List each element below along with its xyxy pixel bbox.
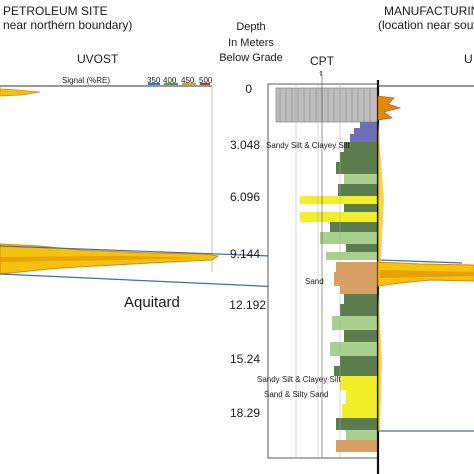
- soil-label-upper-silt: Sandy Silt & Clayey Silt: [266, 141, 350, 150]
- right-uvost-lower-trace: [378, 286, 382, 432]
- cpt-soil-layer: [344, 330, 378, 342]
- cpt-soil-layer: [354, 128, 378, 134]
- depth-title-line-3: Below Grade: [219, 52, 283, 64]
- cpt-soil-layer: [346, 244, 378, 252]
- cpt-soil-layer: [350, 134, 378, 142]
- depth-tick-1524: 15.24: [229, 352, 260, 366]
- cpt-soil-layer: [344, 174, 378, 184]
- cpt-soil-layer: [300, 196, 378, 204]
- right-site-subtitle: (location near southe: [378, 18, 474, 32]
- left-uvost-response-core: [0, 256, 200, 262]
- wavelength-500: 500: [199, 76, 213, 85]
- cpt-soil-layer: [334, 366, 378, 376]
- cpt-soil-layer: [320, 232, 378, 244]
- cpt-soil-layer: [326, 252, 378, 260]
- cpt-soil-layer: [340, 152, 378, 162]
- cpt-soil-layer: [330, 342, 378, 356]
- cpt-soil-layer: [332, 316, 378, 330]
- left-site-title: PETROLEUM SITE: [3, 4, 108, 18]
- signal-axis-label: Signal (%RE): [62, 76, 111, 85]
- depth-tick-1829: 18.29: [229, 406, 260, 420]
- cpt-soil-layer: [336, 440, 378, 452]
- cpt-soil-layer: [344, 204, 378, 212]
- cpt-soil-layer: [346, 390, 378, 404]
- cpt-soil-layer: [330, 222, 378, 232]
- cpt-soil-layer: [334, 272, 378, 286]
- cpt-soil-layer: [336, 262, 378, 272]
- cpt-soil-layer: [340, 286, 378, 294]
- cpt-soil-layer: [344, 142, 378, 152]
- right-panel-label: U: [464, 52, 473, 66]
- right-site-title: MANUFACTURIN: [384, 4, 474, 18]
- wavelength-450: 450: [181, 76, 195, 85]
- depth-title-line-2: In Meters: [228, 37, 274, 49]
- aquitard-label: Aquitard: [124, 294, 180, 311]
- depth-tick-9144: 9.144: [229, 247, 260, 261]
- cpt-soil-layer: [336, 418, 378, 430]
- cpt-soil-layer: [340, 304, 378, 316]
- wavelength-350: 350: [147, 76, 161, 85]
- depth-title-line-1: Depth: [236, 21, 266, 33]
- cpt-tip-marker: ⇑: [318, 71, 324, 78]
- left-uvost-upper-response: [0, 86, 41, 97]
- correlation-line-top: [0, 245, 463, 264]
- cpt-soil-layer: [300, 212, 378, 222]
- cpt-soil-layer: [340, 356, 378, 366]
- cpt-soil-layer: [346, 430, 378, 440]
- right-uvost-trace: [378, 120, 384, 262]
- cpt-soil-layer: [344, 294, 378, 304]
- cpt-fill-layer: [275, 87, 379, 123]
- left-panel-label: UVOST: [77, 52, 119, 66]
- depth-tick-3048: 3.048: [229, 138, 260, 152]
- cpt-soil-layer: [336, 162, 378, 174]
- soil-label-lower-silt: Sandy Silt & Clayey Silt: [257, 375, 341, 384]
- depth-tick-12192: 12.192: [229, 298, 266, 312]
- depth-tick-6096: 6.096: [229, 190, 260, 204]
- soil-label-sand-silty-sand: Sand & Silty Sand: [264, 390, 329, 399]
- soil-label-sand: Sand: [305, 277, 324, 286]
- cpt-soil-layer: [342, 404, 378, 418]
- left-site-subtitle: near northern boundary): [3, 18, 133, 32]
- cpt-soil-layer: [360, 122, 378, 128]
- cpt-label: CPT: [310, 54, 334, 68]
- wavelength-400: 400: [163, 76, 177, 85]
- right-uvost-response-core: [380, 270, 474, 278]
- cpt-soil-layer: [340, 376, 378, 390]
- cpt-soil-layer: [338, 184, 378, 196]
- depth-tick-0: 0: [245, 82, 252, 96]
- right-uvost-upper-response: [377, 95, 402, 121]
